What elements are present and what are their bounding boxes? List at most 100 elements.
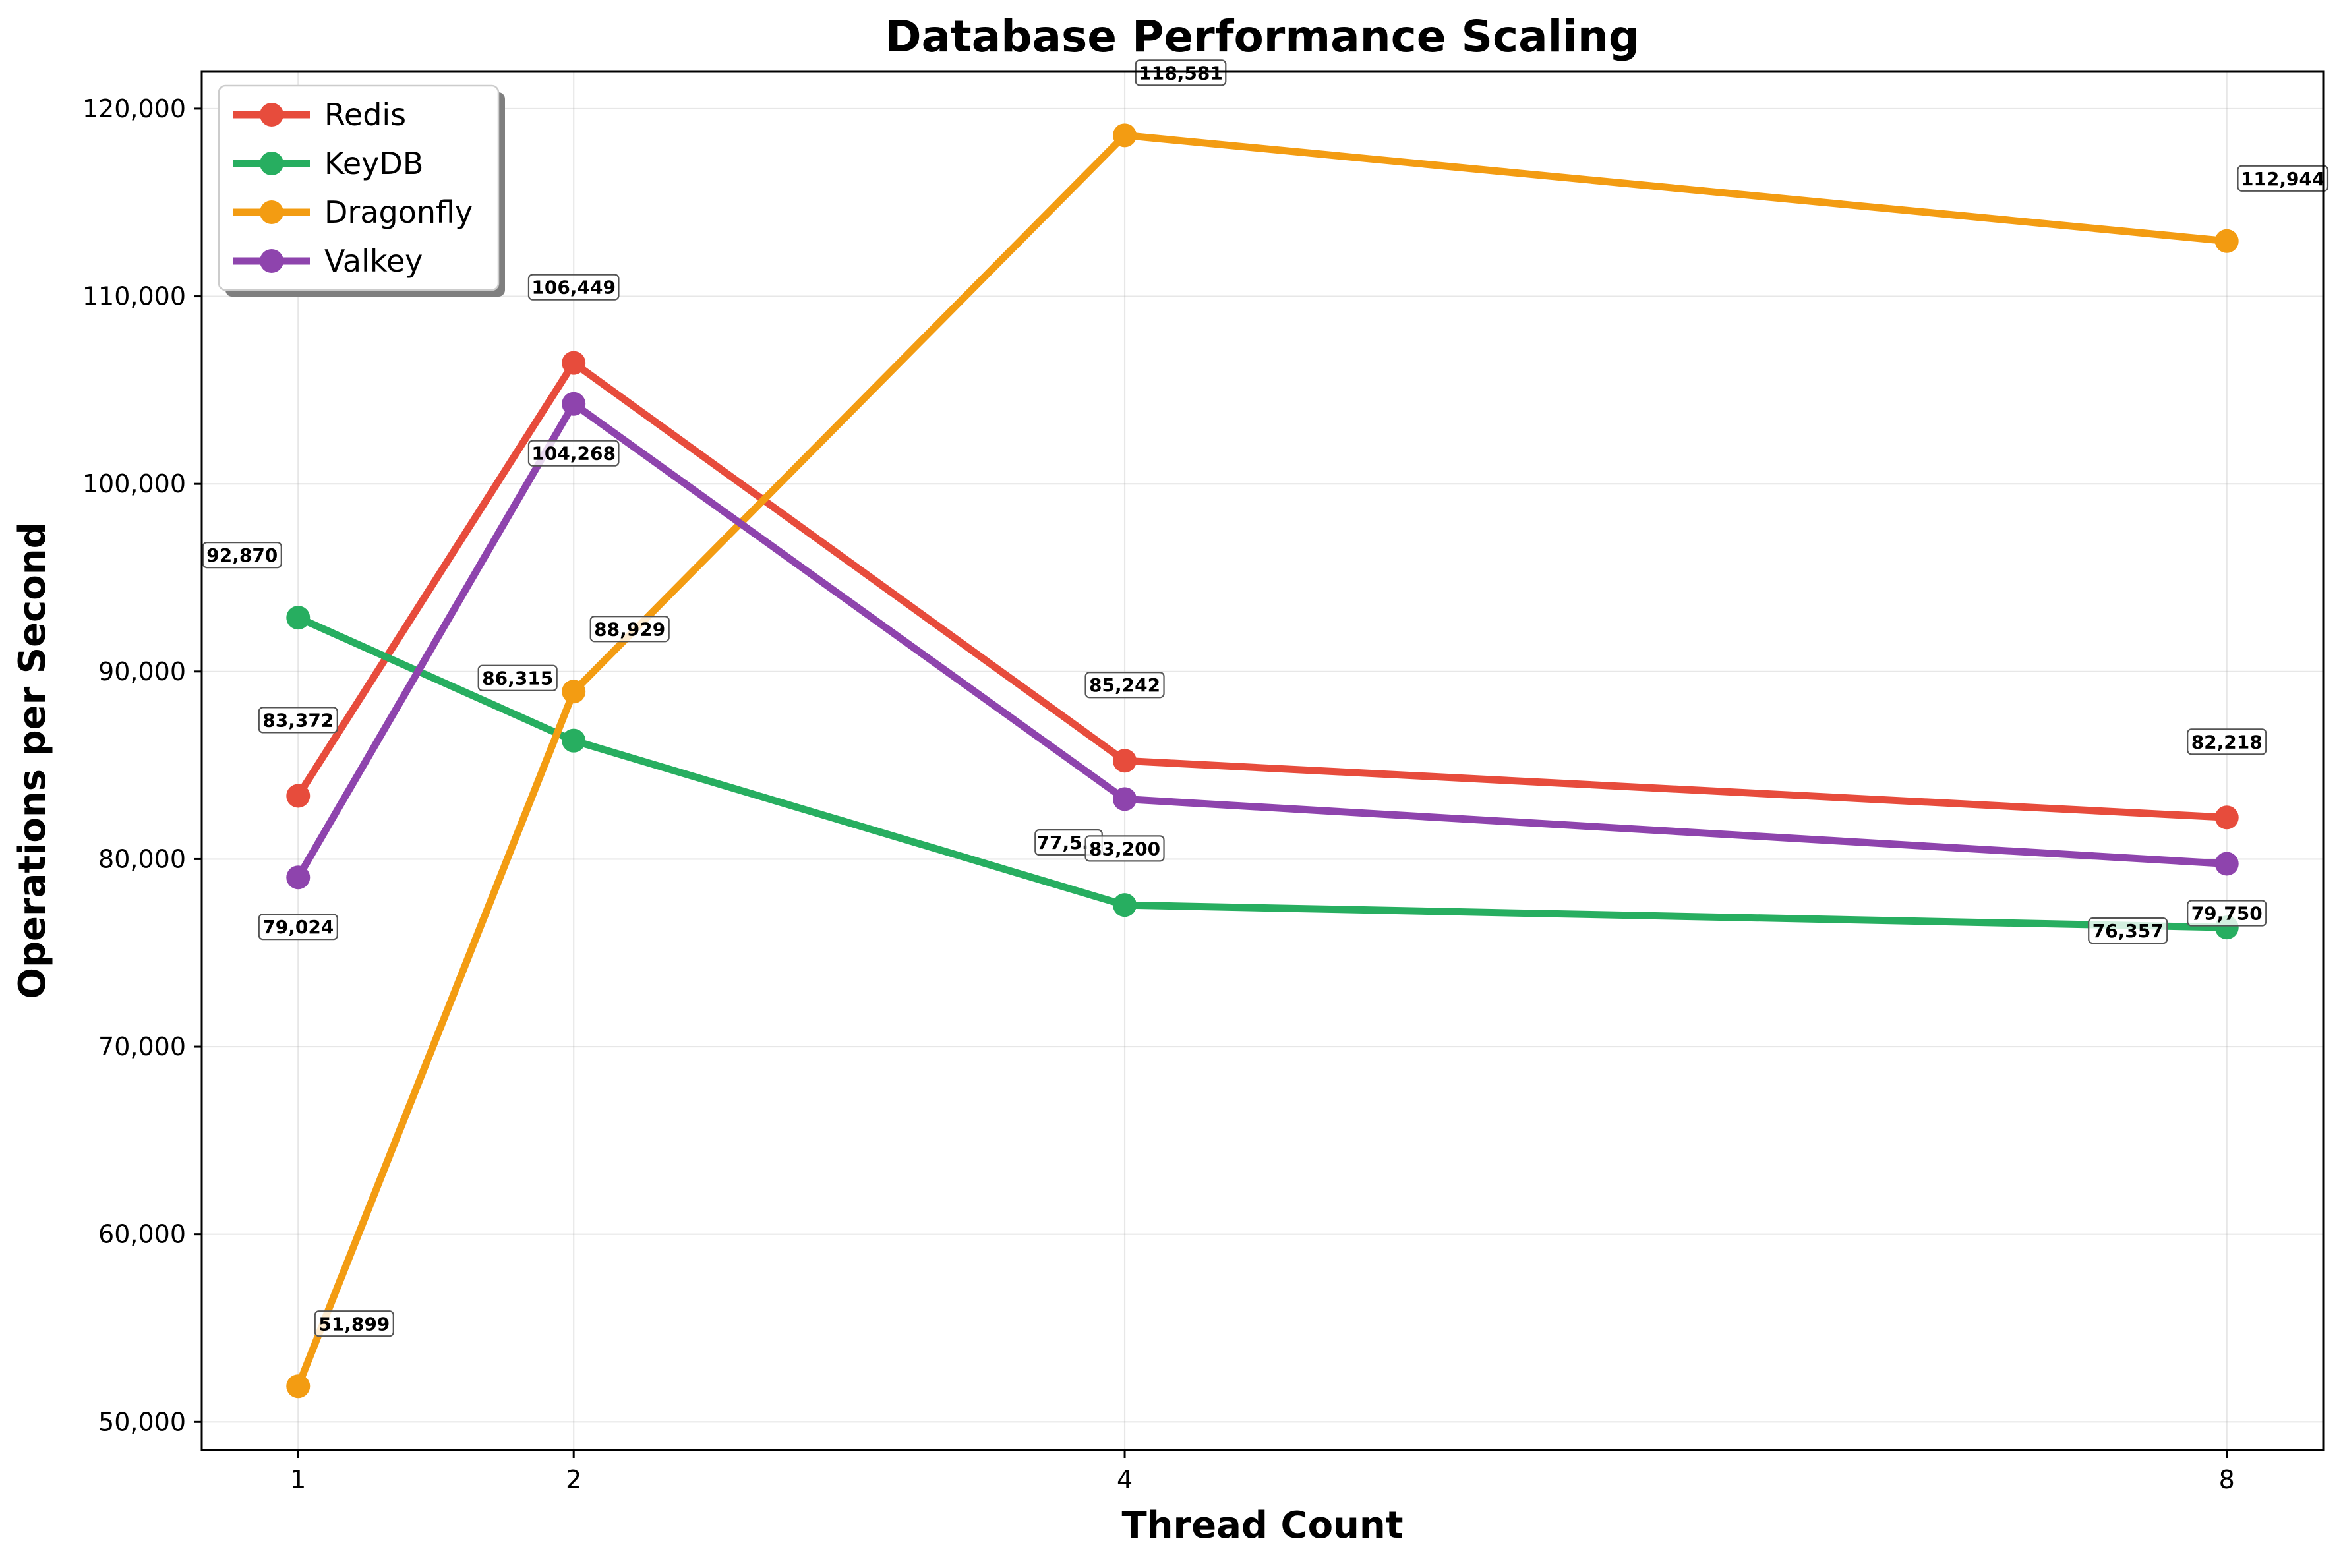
legend-item-valkey: Valkey bbox=[233, 243, 423, 279]
x-tick-label: 4 bbox=[1117, 1465, 1133, 1494]
data-label-text: 79,750 bbox=[2191, 903, 2263, 925]
legend-label: Redis bbox=[324, 97, 406, 132]
data-label-box bbox=[527, 440, 620, 467]
data-label-box bbox=[258, 914, 338, 941]
data-label-box bbox=[1084, 672, 1165, 699]
data-label: 83,372 bbox=[258, 707, 338, 734]
series-line-keydb bbox=[294, 614, 2231, 931]
data-point-dragonfly bbox=[1113, 123, 1137, 148]
data-point-dragonfly bbox=[562, 680, 586, 704]
data-point-keydb bbox=[286, 606, 311, 630]
data-point-dragonfly bbox=[286, 1374, 311, 1399]
y-tick-label: 70,000 bbox=[98, 1032, 186, 1061]
y-tick-label: 90,000 bbox=[98, 657, 186, 686]
legend-item-redis: Redis bbox=[233, 97, 406, 132]
data-label-box bbox=[2237, 165, 2329, 192]
legend-box bbox=[218, 84, 500, 291]
data-label-text: 85,242 bbox=[1089, 674, 1160, 696]
data-point-redis bbox=[562, 351, 586, 375]
data-label-box bbox=[2187, 900, 2267, 927]
data-label: 104,268 bbox=[527, 440, 620, 467]
legend-swatch-marker bbox=[260, 200, 283, 224]
x-tick-label: 1 bbox=[290, 1465, 306, 1494]
legend-swatch-marker bbox=[260, 249, 283, 273]
data-point-valkey bbox=[562, 392, 586, 416]
data-point-valkey bbox=[2214, 852, 2239, 876]
series-lines bbox=[286, 123, 2239, 1399]
data-label: 112,944 bbox=[2237, 165, 2329, 192]
legend-label: Valkey bbox=[324, 243, 423, 279]
data-label-box bbox=[1135, 59, 1227, 86]
y-tick-label: 60,000 bbox=[98, 1220, 186, 1249]
x-tick-label: 8 bbox=[2219, 1465, 2235, 1494]
chart-title: Database Performance Scaling bbox=[885, 11, 1640, 62]
data-label: 88,929 bbox=[589, 616, 670, 643]
data-label: 118,581 bbox=[1135, 59, 1227, 86]
axis-ticks: 50,00060,00070,00080,00090,000100,000110… bbox=[82, 94, 2235, 1494]
data-label: 86,315 bbox=[477, 664, 558, 691]
data-label-box bbox=[202, 542, 282, 569]
data-label-text: 51,899 bbox=[318, 1313, 390, 1335]
data-label: 83,200 bbox=[1084, 835, 1165, 862]
data-label: 106,449 bbox=[527, 274, 620, 301]
series-line-redis bbox=[294, 359, 2231, 821]
legend-swatch-marker bbox=[260, 103, 283, 127]
data-label-text: 92,870 bbox=[206, 544, 278, 566]
data-label-text: 79,024 bbox=[262, 916, 334, 938]
data-label: 85,242 bbox=[1084, 672, 1165, 699]
legend-swatch-marker bbox=[260, 152, 283, 175]
plot-frame bbox=[200, 70, 2325, 1451]
data-label-text: 112,944 bbox=[2241, 168, 2325, 190]
y-tick-label: 110,000 bbox=[82, 282, 186, 311]
data-point-keydb bbox=[1113, 893, 1137, 917]
data-label: 79,750 bbox=[2187, 900, 2267, 927]
data-label-box bbox=[589, 616, 670, 643]
data-point-redis bbox=[286, 784, 311, 808]
data-label-box bbox=[314, 1310, 394, 1337]
data-label-text: 86,315 bbox=[482, 668, 553, 689]
y-tick-label: 100,000 bbox=[82, 469, 186, 498]
data-label-box bbox=[1084, 835, 1165, 862]
legend-label: KeyDB bbox=[324, 146, 423, 181]
data-point-valkey bbox=[1113, 787, 1137, 811]
data-label-text: 88,929 bbox=[594, 618, 665, 640]
legend: Redis KeyDB Dragonfly Valkey bbox=[218, 84, 505, 297]
data-label-box bbox=[527, 274, 620, 301]
data-label-text: 83,200 bbox=[1089, 838, 1160, 859]
data-label-box bbox=[2187, 728, 2267, 755]
data-label-text: 104,268 bbox=[531, 443, 616, 465]
data-label: 82,218 bbox=[2187, 728, 2267, 755]
y-axis-title: Operations per Second bbox=[11, 522, 54, 999]
data-point-dragonfly bbox=[2214, 229, 2239, 253]
data-label-text: 83,372 bbox=[262, 709, 334, 731]
data-label-text: 76,357 bbox=[2092, 920, 2164, 942]
data-point-redis bbox=[1113, 749, 1137, 773]
legend-label: Dragonfly bbox=[324, 194, 473, 230]
x-axis-title: Thread Count bbox=[1121, 1504, 1403, 1547]
y-tick-label: 80,000 bbox=[98, 844, 186, 873]
data-point-keydb bbox=[562, 728, 586, 753]
data-point-redis bbox=[2214, 805, 2239, 830]
data-label-box bbox=[258, 707, 338, 734]
legend-item-keydb: KeyDB bbox=[233, 146, 423, 181]
y-tick-label: 120,000 bbox=[82, 94, 186, 123]
data-label-text: 118,581 bbox=[1139, 62, 1223, 84]
series-line-dragonfly bbox=[294, 131, 2231, 1390]
data-label-box bbox=[2088, 917, 2168, 944]
y-tick-label: 50,000 bbox=[98, 1407, 186, 1436]
data-label-box bbox=[477, 664, 558, 691]
data-label: 92,870 bbox=[202, 542, 282, 569]
series-line-valkey bbox=[294, 400, 2231, 881]
data-label: 79,024 bbox=[258, 914, 338, 941]
data-point-valkey bbox=[286, 865, 311, 890]
data-label: 76,357 bbox=[2088, 917, 2168, 944]
data-label-text: 106,449 bbox=[531, 277, 616, 299]
legend-item-dragonfly: Dragonfly bbox=[233, 194, 473, 230]
grid bbox=[202, 71, 2323, 1450]
data-label-text: 82,218 bbox=[2191, 731, 2263, 753]
data-labels: 83,372106,44985,24282,21892,87086,31577,… bbox=[202, 59, 2329, 1337]
x-tick-label: 2 bbox=[566, 1465, 581, 1494]
data-label: 51,899 bbox=[314, 1310, 394, 1337]
